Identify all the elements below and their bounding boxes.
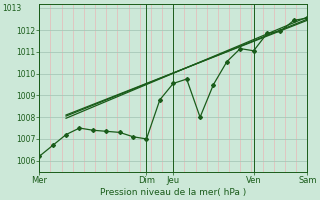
Text: 1013: 1013 [2,4,21,13]
X-axis label: Pression niveau de la mer( hPa ): Pression niveau de la mer( hPa ) [100,188,246,197]
